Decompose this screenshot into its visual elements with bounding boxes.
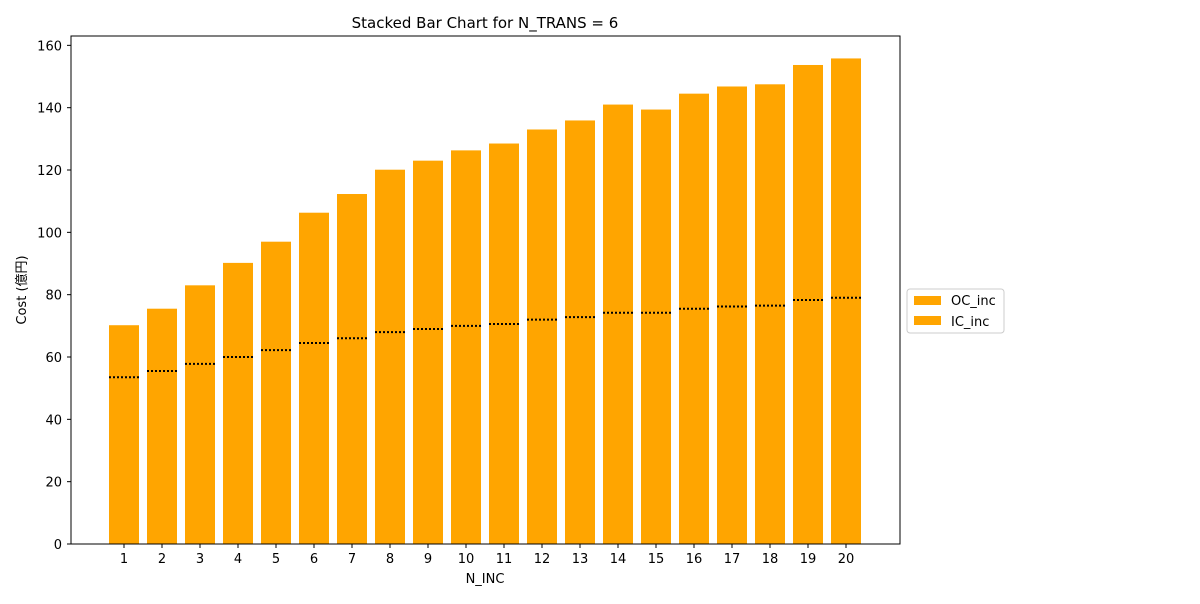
- bar-ic-inc-8: [375, 332, 405, 544]
- x-tick-label-15: 15: [648, 552, 665, 567]
- x-tick-label-18: 18: [762, 552, 779, 567]
- x-tick-label-6: 6: [310, 552, 318, 567]
- x-tick-label-17: 17: [724, 552, 741, 567]
- x-tick-label-3: 3: [196, 552, 204, 567]
- bar-oc-inc-7: [337, 194, 367, 339]
- bar-ic-inc-16: [679, 308, 709, 544]
- bar-oc-inc-2: [147, 308, 177, 372]
- x-tick-label-8: 8: [386, 552, 394, 567]
- bar-oc-inc-12: [527, 129, 557, 320]
- bar-ic-inc-4: [223, 357, 253, 544]
- x-tick-label-10: 10: [458, 552, 475, 567]
- bar-oc-inc-18: [755, 84, 785, 306]
- x-axis: 1 2 3 4 5 6 7 8 9 10 11 12 13 14 15 16 17 18 19 20: [120, 544, 854, 567]
- y-axis-title: Cost (億円): [14, 255, 30, 324]
- bar-oc-inc-20: [831, 58, 861, 298]
- x-tick-label-19: 19: [800, 552, 817, 567]
- x-tick-label-2: 2: [158, 552, 166, 567]
- bar-ic-inc-1: [109, 377, 139, 544]
- bar-oc-inc-17: [717, 86, 747, 307]
- x-tick-label-16: 16: [686, 552, 703, 567]
- bar-ic-inc-2: [147, 371, 177, 544]
- x-tick-label-7: 7: [348, 552, 356, 567]
- bar-oc-inc-14: [603, 104, 633, 313]
- x-tick-label-13: 13: [572, 552, 589, 567]
- x-axis-title: N_INC: [466, 572, 505, 587]
- legend-label-oc-inc: OC_inc: [951, 294, 996, 309]
- legend-label-ic-inc: IC_inc: [951, 315, 989, 330]
- x-tick-label-5: 5: [272, 552, 280, 567]
- bar-ic-inc-14: [603, 312, 633, 544]
- bar-ic-inc-3: [185, 363, 215, 544]
- y-tick-label-140: 140: [37, 102, 62, 117]
- bar-oc-inc-9: [413, 160, 443, 329]
- bar-oc-inc-1: [109, 325, 139, 378]
- bar-oc-inc-15: [641, 109, 671, 313]
- bar-oc-inc-10: [451, 150, 481, 326]
- legend-swatch-oc-inc: [914, 296, 941, 305]
- chart-title: Stacked Bar Chart for N_TRANS = 6: [352, 14, 619, 33]
- bar-oc-inc-8: [375, 169, 405, 333]
- legend: OC_inc IC_inc: [906, 288, 1005, 334]
- plot-frame: [70, 35, 901, 545]
- y-tick-label-120: 120: [37, 164, 62, 179]
- bar-ic-inc-13: [565, 317, 595, 544]
- bar-oc-inc-13: [565, 120, 595, 318]
- bar-ic-inc-17: [717, 306, 747, 544]
- y-tick-label-20: 20: [45, 476, 62, 491]
- bar-oc-inc-19: [793, 64, 823, 300]
- bar-oc-inc-3: [185, 285, 215, 364]
- boundary-lines-layer: [109, 296, 861, 379]
- bar-ic-inc-7: [337, 338, 367, 544]
- y-tick-label-40: 40: [45, 413, 62, 428]
- bar-oc-inc-4: [223, 262, 253, 358]
- bar-ic-inc-5: [261, 350, 291, 544]
- bar-ic-inc-10: [451, 325, 481, 544]
- bar-ic-inc-9: [413, 328, 443, 544]
- x-tick-label-4: 4: [234, 552, 242, 567]
- x-tick-label-9: 9: [424, 552, 432, 567]
- y-axis: 0 20 40 60 80 100 120 140 160: [37, 39, 71, 553]
- bar-ic-inc-19: [793, 299, 823, 544]
- bar-ic-inc-11: [489, 323, 519, 544]
- bar-oc-inc-16: [679, 93, 709, 309]
- bar-ic-inc-12: [527, 319, 557, 544]
- bar-ic-inc-6: [299, 342, 329, 544]
- y-tick-label-80: 80: [45, 289, 62, 304]
- x-tick-label-14: 14: [610, 552, 627, 567]
- y-tick-label-160: 160: [37, 39, 62, 54]
- y-tick-label-60: 60: [45, 351, 62, 366]
- bar-ic-inc-18: [755, 305, 785, 544]
- bar-oc-inc-5: [261, 241, 291, 351]
- bar-oc-inc-6: [299, 212, 329, 343]
- x-tick-label-1: 1: [120, 552, 128, 567]
- bar-ic-inc-15: [641, 312, 671, 544]
- x-tick-label-12: 12: [534, 552, 551, 567]
- bar-oc-inc-11: [489, 143, 519, 324]
- y-tick-label-100: 100: [37, 226, 62, 241]
- x-tick-label-20: 20: [838, 552, 855, 567]
- x-tick-label-11: 11: [496, 552, 513, 567]
- bar-ic-inc-20: [831, 297, 861, 544]
- bars-layer: [109, 58, 861, 544]
- y-tick-label-0: 0: [54, 538, 62, 553]
- legend-swatch-ic-inc: [914, 316, 941, 325]
